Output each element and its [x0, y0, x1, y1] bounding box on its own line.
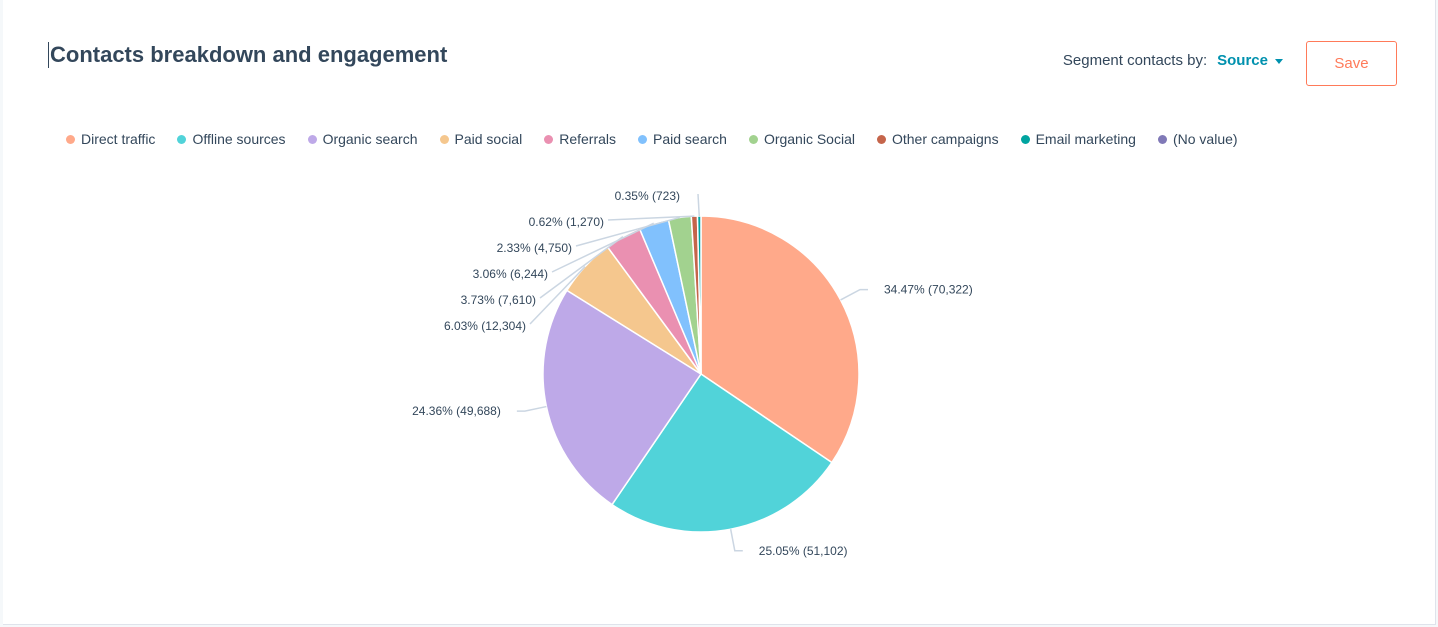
legend-swatch	[748, 134, 758, 144]
legend-swatch	[638, 134, 647, 144]
legend-swatch	[66, 134, 75, 144]
legend-item[interactable]: Organic Social	[748, 131, 855, 147]
legend-label: Organic Social	[763, 131, 855, 147]
pie-slice[interactable]	[542, 289, 703, 506]
save-button[interactable]: Save	[1306, 41, 1397, 86]
legend-label: Organic search	[322, 131, 418, 147]
data-label: 0.62% (1,270)	[529, 215, 604, 229]
legend-label: Direct traffic	[81, 131, 156, 147]
leader-line	[575, 216, 681, 247]
leader-line	[551, 222, 655, 273]
data-label: 25.05% (51,102)	[759, 544, 848, 558]
segment-dropdown[interactable]: Source	[1217, 52, 1283, 69]
legend-item[interactable]: Direct traffic	[66, 131, 155, 147]
legend-label: Paid social	[454, 131, 523, 147]
leader-line	[529, 266, 586, 325]
pie-slice[interactable]	[700, 215, 860, 464]
legend-swatch	[1157, 134, 1167, 144]
legend-swatch	[544, 134, 554, 144]
leader-line	[840, 288, 868, 301]
segment-control: Segment contacts by: Source	[1063, 52, 1283, 69]
legend-item[interactable]: Email marketing	[1020, 131, 1136, 147]
legend-item[interactable]: Referrals	[544, 131, 616, 147]
page-title: Contacts breakdown and engagement	[48, 42, 448, 68]
legend-item[interactable]: Paid social	[439, 131, 523, 147]
data-label: 3.06% (6,244)	[473, 267, 548, 281]
legend-label: Other campaigns	[891, 131, 999, 147]
leader-line	[697, 193, 700, 217]
legend-swatch	[876, 134, 886, 144]
segment-value: Source	[1217, 52, 1268, 69]
legend-item[interactable]: Other campaigns	[876, 131, 999, 147]
segment-label: Segment contacts by:	[1062, 52, 1208, 69]
data-label: 34.47% (70,322)	[884, 283, 973, 297]
legend-swatch	[439, 134, 449, 144]
data-label: 6.03% (12,304)	[444, 319, 526, 333]
legend-label: (No value)	[1172, 131, 1238, 147]
leader-line	[539, 236, 624, 299]
legend-label: Offline sources	[192, 131, 286, 147]
data-label: 24.36% (49,688)	[412, 404, 501, 418]
legend-label: Paid search	[653, 131, 727, 147]
legend-item[interactable]: (No value)	[1157, 131, 1238, 147]
legend-swatch	[307, 134, 317, 144]
legend-label: Referrals	[559, 131, 616, 147]
pie-slice[interactable]	[611, 372, 833, 533]
chart-legend: Direct traffic Offline sources Organic sea…	[66, 131, 1260, 147]
data-label: 0.35% (723)	[615, 189, 680, 203]
legend-swatch	[1020, 134, 1030, 144]
legend-swatch	[177, 134, 187, 144]
leader-line	[729, 529, 743, 552]
legend-label: Email marketing	[1035, 131, 1136, 147]
data-label: 3.73% (7,610)	[461, 293, 536, 307]
legend-item[interactable]: Organic search	[307, 131, 418, 147]
data-label: 2.33% (4,750)	[497, 241, 572, 255]
leader-line	[607, 215, 695, 221]
leader-line	[516, 405, 547, 412]
legend-item[interactable]: Paid search	[638, 131, 727, 147]
legend-item[interactable]: Offline sources	[177, 131, 286, 147]
caret-down-icon	[1275, 59, 1283, 64]
